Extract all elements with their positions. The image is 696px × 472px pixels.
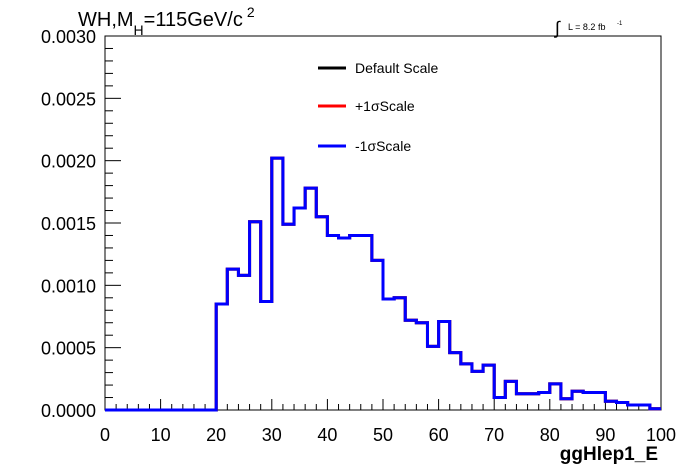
luminosity-text: L = 8.2 fb xyxy=(568,22,605,32)
y-tick-label: 0.0030 xyxy=(41,27,96,47)
legend-label: Default Scale xyxy=(355,60,438,76)
x-tick-label: 50 xyxy=(373,425,393,445)
plot-title: WH,MH=115GeV/c 2 xyxy=(78,4,255,38)
x-tick-label: 20 xyxy=(206,425,226,445)
x-tick-label: 80 xyxy=(540,425,560,445)
y-tick-label: 0.0005 xyxy=(41,339,96,359)
y-tick-label: 0.0000 xyxy=(41,401,96,421)
x-axis-label: ggHlep1_E xyxy=(560,444,658,465)
x-tick-label: 90 xyxy=(595,425,615,445)
x-tick-label: 30 xyxy=(262,425,282,445)
x-tick-label: 100 xyxy=(646,425,676,445)
y-tick-label: 0.0020 xyxy=(41,152,96,172)
y-tick-label: 0.0015 xyxy=(41,214,96,234)
series-line-3 xyxy=(105,156,661,412)
x-tick-label: 0 xyxy=(100,425,110,445)
luminosity-superscript: -1 xyxy=(617,21,623,27)
y-tick-label: 0.0010 xyxy=(41,276,96,296)
y-tick-label: 0.0025 xyxy=(41,89,96,109)
integral-symbol: ∫ xyxy=(553,18,561,38)
legend: Default Scale +1σScale -1σScale xyxy=(318,60,438,154)
x-tick-label: 40 xyxy=(317,425,337,445)
title-superscript: 2 xyxy=(247,4,255,20)
x-tick-label: 10 xyxy=(151,425,171,445)
x-tick-label: 60 xyxy=(429,425,449,445)
plot-frame xyxy=(104,35,662,411)
svg-text:WH,MH=115GeV/c2: WH,MH=115GeV/c 2 xyxy=(78,4,255,38)
title-main: WH,M xyxy=(78,9,134,31)
title-rest: =115GeV/c xyxy=(144,9,243,31)
legend-label: -1σScale xyxy=(355,138,411,154)
title-subscript: H xyxy=(134,22,144,38)
legend-label: +1σScale xyxy=(355,98,415,114)
y-axis: 0.0000 0.0005 0.0010 0.0015 0.0020 0.0025 0.00… xyxy=(41,27,121,421)
luminosity-label: ∫ L = 8.2 fb -1 xyxy=(553,18,623,38)
x-axis: 0 10 20 30 40 50 60 70 80 90 100 xyxy=(100,399,676,445)
series-layer xyxy=(105,156,661,412)
x-tick-label: 70 xyxy=(484,425,504,445)
